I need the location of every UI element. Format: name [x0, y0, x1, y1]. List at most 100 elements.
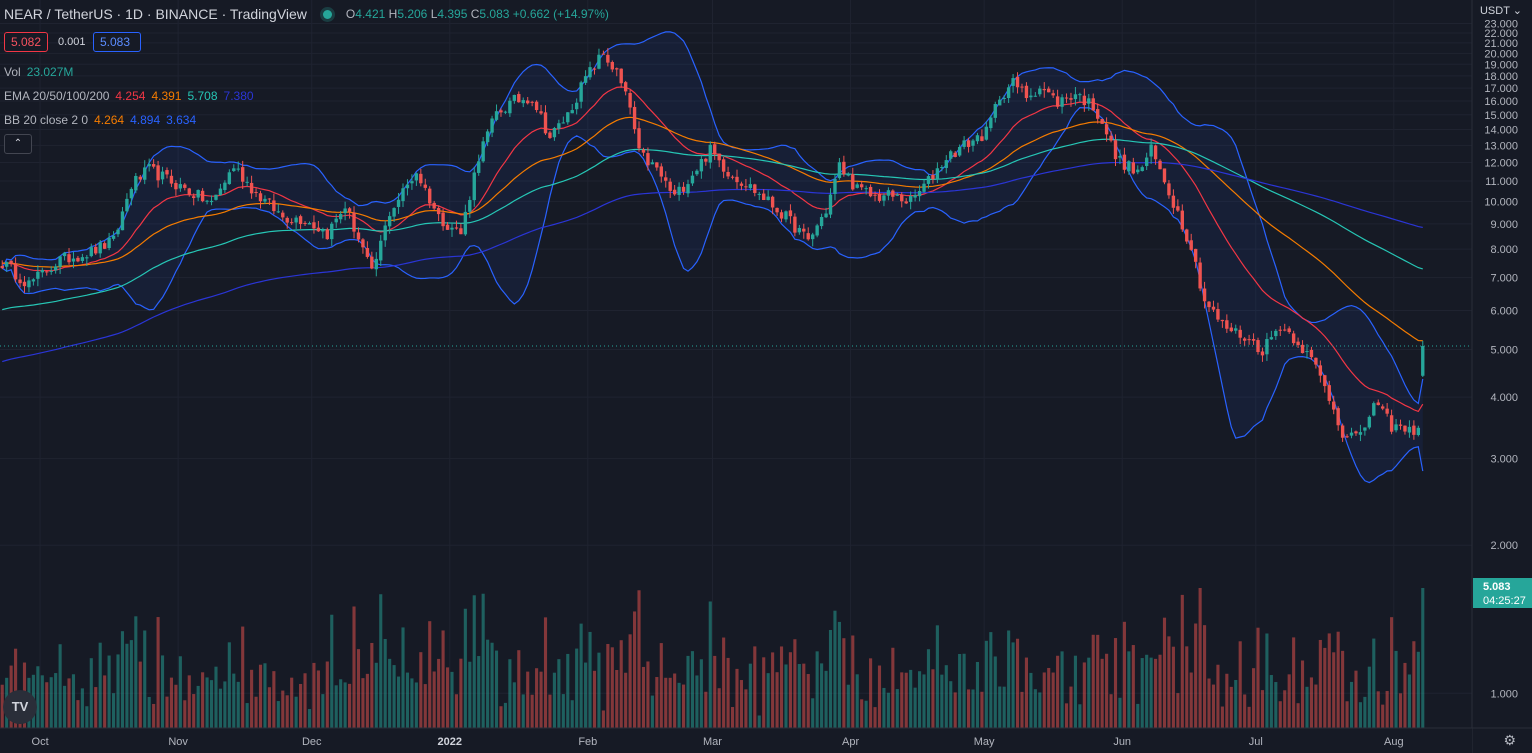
volume-bar — [441, 630, 445, 728]
time-tick-label: May — [974, 736, 995, 748]
candle — [58, 255, 62, 274]
candle — [423, 178, 427, 191]
volume-bar — [1265, 633, 1269, 728]
price-axis[interactable]: 1.000 2.000 3.000 4.000 5.000 6.000 7.000 8.000… — [1471, 0, 1532, 753]
volume-bar — [152, 703, 156, 728]
candle — [258, 190, 263, 209]
volume-bar — [361, 678, 365, 728]
candle — [1193, 248, 1198, 269]
volume-bar — [1100, 658, 1104, 728]
candle — [851, 167, 855, 191]
tradingview-logo-icon[interactable]: TV — [3, 690, 37, 724]
volume-bar — [187, 675, 191, 728]
volume-bar — [1403, 662, 1407, 728]
volume-bar — [686, 655, 690, 728]
price-tick-label: 23.000 — [1484, 18, 1518, 30]
volume-bar — [401, 627, 405, 728]
volume-bar — [196, 685, 200, 728]
volume-bar — [374, 662, 378, 728]
candle — [45, 270, 49, 276]
candle — [908, 191, 913, 210]
buy-price-button[interactable]: 5.083 — [93, 32, 141, 52]
volume-bar — [454, 694, 459, 728]
volume-bar — [918, 671, 922, 728]
volume-bar — [526, 671, 530, 728]
candle — [610, 60, 614, 73]
candle — [116, 227, 120, 238]
candle — [169, 169, 174, 188]
candle — [200, 188, 205, 203]
volume-bar — [637, 590, 641, 728]
candle — [775, 207, 779, 216]
candle — [1234, 324, 1238, 334]
collapse-legend-button[interactable]: ⌃ — [4, 134, 32, 154]
price-tick-label: 8.000 — [1490, 244, 1518, 256]
time-tick-label: Mar — [703, 736, 722, 748]
candle — [1038, 85, 1042, 97]
price-tick-label: 14.000 — [1484, 125, 1518, 137]
candle — [784, 210, 788, 223]
volume-bar — [218, 688, 222, 728]
candle — [891, 189, 895, 202]
candle — [1336, 406, 1340, 431]
candle — [1296, 337, 1300, 349]
candle — [365, 241, 370, 259]
ema-200-line — [2, 161, 1423, 363]
candle — [806, 227, 810, 241]
candle — [178, 177, 183, 192]
volume-bar — [432, 671, 436, 728]
symbol-title[interactable]: NEAR / TetherUS · 1D · BINANCE · Trading… — [4, 6, 307, 22]
candle — [1260, 347, 1265, 362]
price-tick-label: 21.000 — [1484, 38, 1518, 50]
volume-bar — [1189, 672, 1193, 728]
candle — [125, 193, 129, 213]
volume-bar — [597, 652, 601, 728]
ema-legend[interactable]: EMA 20/50/100/200 4.254 4.391 5.708 7.38… — [4, 89, 254, 103]
volume-bar — [414, 682, 418, 728]
candle — [735, 169, 739, 189]
volume-bar — [1323, 647, 1327, 728]
candle — [797, 224, 802, 235]
price-tick-label: 18.000 — [1484, 71, 1518, 83]
volume-bar — [811, 698, 815, 728]
candle — [1087, 93, 1091, 111]
candle — [183, 182, 187, 191]
candle — [1385, 403, 1389, 417]
candle — [824, 207, 828, 219]
volume-bar — [953, 692, 957, 728]
volume-bar — [45, 682, 49, 728]
candle — [267, 198, 272, 206]
ema-20-line — [2, 86, 1424, 413]
candle — [1349, 427, 1354, 439]
candle — [1144, 152, 1149, 171]
gear-icon[interactable]: ⚙ — [1503, 732, 1516, 748]
volume-bar — [628, 634, 632, 728]
volume-bar — [739, 680, 744, 728]
volume-bar — [1376, 691, 1380, 728]
candle — [1109, 131, 1113, 143]
candle — [1318, 360, 1323, 383]
volume-bar — [913, 687, 917, 728]
time-tick-label: Feb — [578, 736, 597, 748]
currency-selector[interactable]: USDT ⌄ — [1479, 5, 1522, 17]
candle — [748, 177, 753, 191]
volume-bar — [797, 664, 801, 728]
volume-bar — [650, 695, 654, 728]
candle — [998, 95, 1002, 106]
candle — [811, 232, 815, 247]
candle — [1185, 228, 1189, 244]
time-axis[interactable]: Oct Nov Dec 2022 Feb Mar Apr May Jun Jul Aug — [0, 727, 1532, 753]
volume-bar — [165, 696, 169, 728]
volume-bar — [160, 655, 165, 728]
price-tick-label: 10.000 — [1484, 196, 1518, 208]
sell-price-button[interactable]: 5.082 — [4, 32, 48, 52]
volume-bar — [1042, 672, 1046, 728]
candle — [966, 137, 971, 153]
candle — [85, 255, 89, 266]
candle — [1345, 434, 1349, 439]
volume-legend[interactable]: Vol 23.027M — [4, 65, 74, 79]
volume-bar — [1015, 638, 1020, 728]
ema-100-line — [2, 138, 1423, 311]
bb-legend[interactable]: BB 20 close 2 0 4.264 4.894 3.634 — [4, 113, 197, 127]
